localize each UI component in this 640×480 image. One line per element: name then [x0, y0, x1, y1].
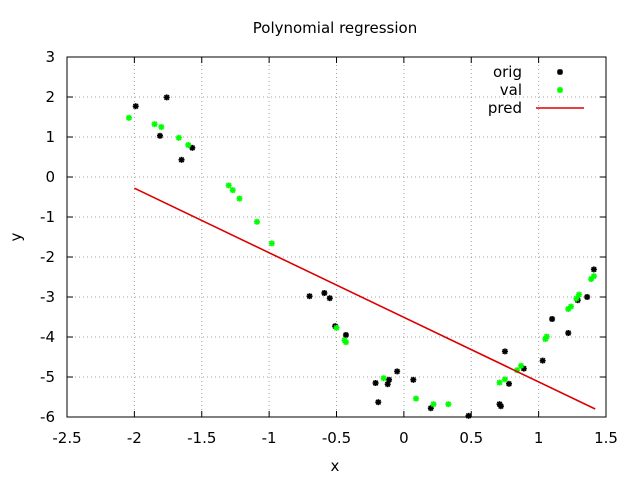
data-point-val — [413, 395, 420, 402]
legend-label-pred: pred — [488, 99, 522, 117]
y-tick-label: -6 — [40, 408, 55, 426]
data-point-val — [125, 114, 132, 121]
data-point-orig — [465, 412, 472, 419]
y-axis-label: y — [7, 232, 25, 241]
data-point-val — [151, 121, 158, 128]
data-point-val — [342, 339, 349, 346]
data-point-val — [229, 187, 236, 194]
data-point-val — [158, 124, 165, 130]
data-point-orig — [539, 357, 546, 364]
data-point-val — [496, 379, 503, 386]
x-axis-label: x — [331, 457, 340, 475]
x-tick-label: -1 — [262, 429, 277, 447]
data-point-val — [175, 134, 182, 141]
x-tick-label: 1 — [534, 429, 544, 447]
data-point-orig — [132, 103, 139, 110]
legend: orig val pred — [488, 63, 584, 117]
data-point-val — [567, 303, 574, 310]
data-point-val — [576, 291, 583, 298]
data-point-orig — [497, 403, 504, 410]
legend-swatch-orig — [557, 69, 563, 75]
x-tick-label: -2.5 — [52, 429, 81, 447]
data-point-orig — [501, 348, 508, 355]
series — [125, 94, 597, 419]
data-point-orig — [549, 316, 556, 322]
y-tick-label: 2 — [45, 88, 55, 106]
data-point-val — [268, 240, 275, 247]
data-point-orig — [565, 330, 572, 336]
y-tick-label: 0 — [45, 168, 55, 186]
data-point-orig — [156, 132, 163, 139]
data-point-val — [518, 362, 525, 369]
data-point-val — [225, 182, 232, 189]
data-point-orig — [178, 156, 185, 163]
data-point-val — [236, 195, 243, 202]
data-point-val — [543, 333, 550, 340]
x-tick-label: -0.5 — [322, 429, 351, 447]
data-point-val — [573, 295, 580, 302]
data-point-val — [380, 375, 387, 382]
data-point-orig — [584, 294, 591, 300]
axis-ticks: -2.5 -2 -1.5 -1 -0.5 0 0.5 1 1.5 -6 -5 -4 -3 -2 -1 0 1 2 3 — [40, 48, 618, 447]
y-tick-label: -3 — [40, 288, 55, 306]
y-tick-label: -1 — [40, 208, 55, 226]
data-point-val — [253, 218, 260, 225]
data-point-val — [590, 273, 597, 280]
data-point-val — [430, 401, 437, 408]
data-point-orig — [410, 376, 417, 383]
data-point-val — [445, 401, 452, 408]
x-tick-label: -1.5 — [187, 429, 216, 447]
data-point-val — [333, 324, 340, 331]
data-point-orig — [372, 380, 379, 386]
series-line-pred — [134, 187, 596, 410]
y-tick-label: -5 — [40, 368, 55, 386]
grid — [66, 56, 607, 418]
x-tick-label: 0 — [399, 429, 409, 447]
data-point-orig — [189, 144, 196, 151]
chart-title: Polynomial regression — [253, 19, 417, 37]
y-tick-label: 1 — [45, 128, 55, 146]
data-point-orig — [386, 376, 393, 383]
data-point-orig — [321, 290, 328, 296]
x-tick-label: 1.5 — [594, 429, 618, 447]
legend-label-orig: orig — [493, 63, 522, 81]
data-point-orig — [394, 368, 401, 375]
legend-label-val: val — [500, 81, 522, 99]
data-point-orig — [326, 295, 333, 302]
data-point-orig — [375, 399, 382, 406]
x-tick-label: -2 — [127, 429, 142, 447]
data-point-val — [501, 376, 508, 383]
legend-swatch-val — [557, 87, 563, 93]
data-point-orig — [342, 332, 349, 338]
y-tick-label: -4 — [40, 328, 55, 346]
y-tick-label: 3 — [45, 48, 55, 66]
y-tick-label: -2 — [40, 248, 55, 266]
data-point-val — [185, 142, 192, 148]
data-point-orig — [505, 380, 512, 387]
data-point-orig — [163, 94, 170, 101]
data-point-orig — [427, 405, 434, 412]
data-point-orig — [590, 266, 597, 273]
x-tick-label: 0.5 — [459, 429, 483, 447]
data-point-orig — [306, 293, 313, 300]
